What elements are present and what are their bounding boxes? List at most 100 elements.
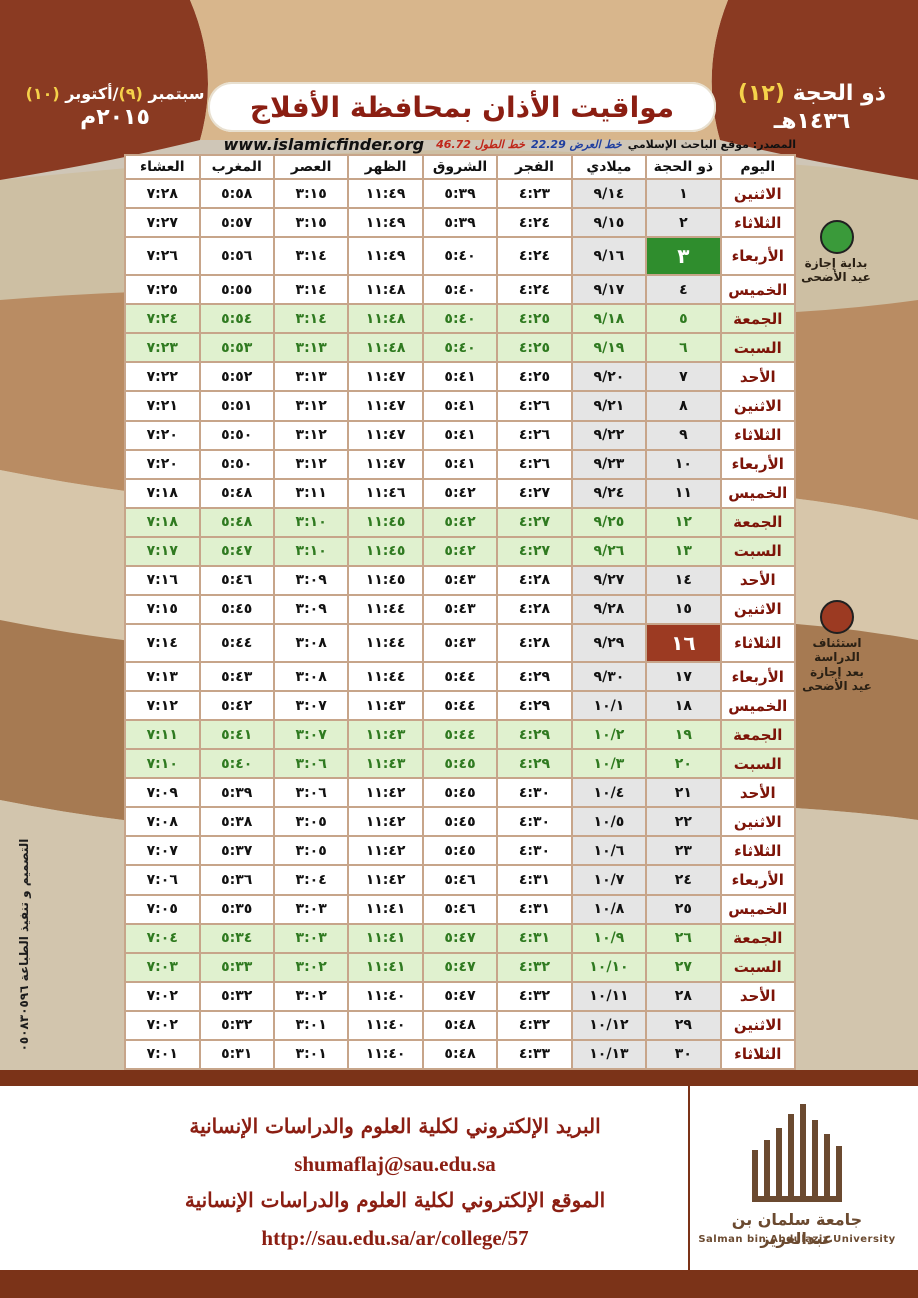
hijri-month: ذو الحجة (792, 81, 887, 106)
maghrib-cell: ٥:٥٠ (200, 450, 273, 478)
maghrib-cell: ٥:٣٣ (200, 953, 273, 981)
sunrise-cell: ٥:٤٢ (423, 508, 497, 536)
table-row: الثلاثاء ٢٣ ١٠/٦ ٤:٣٠ ٥:٤٥ ١١:٤٢ ٣:٠٥ ٥:٣٧ ٧:٠٧ (126, 837, 794, 865)
asr-cell: ٣:١٤ (274, 305, 348, 333)
hijri-day-cell: ١٠ (647, 450, 720, 478)
dhuhr-cell: ١١:٤٩ (349, 238, 422, 275)
day-cell: الثلاثاء (721, 209, 794, 237)
asr-cell: ٣:١٠ (274, 537, 348, 565)
maghrib-cell: ٥:٣٨ (200, 808, 273, 836)
website-url[interactable]: http://sau.edu.sa/ar/college/57 (261, 1226, 529, 1250)
asr-cell: ٣:١٣ (274, 334, 348, 362)
gregorian-date-cell: ١٠/٧ (572, 866, 646, 894)
column-header: الشروق (423, 156, 497, 178)
day-cell: الجمعة (721, 508, 794, 536)
dhuhr-cell: ١١:٤٢ (349, 866, 422, 894)
source-url[interactable]: www.islamicfinder.org (223, 134, 425, 154)
hijri-day-cell: ١٦ (647, 624, 720, 662)
email-label: البريد الإلكتروني لكلية العلوم والدراسات… (189, 1114, 601, 1138)
dhuhr-cell: ١١:٤٣ (349, 721, 422, 749)
column-header: العشاء (126, 156, 199, 178)
source-label: المصدر: موقع الباحث الإسلامي (627, 137, 796, 151)
fajr-cell: ٤:٢٨ (498, 595, 571, 623)
sunrise-cell: ٥:٤٠ (423, 305, 497, 333)
asr-cell: ٣:٠٦ (274, 750, 348, 778)
dhuhr-cell: ١١:٤٨ (349, 276, 422, 304)
maghrib-cell: ٥:٤٠ (200, 750, 273, 778)
maghrib-cell: ٥:٣٦ (200, 866, 273, 894)
table-row: السبت ١٣ ٩/٢٦ ٤:٢٧ ٥:٤٢ ١١:٤٥ ٣:١٠ ٥:٤٧ ٧:١٧ (126, 537, 794, 565)
sunrise-cell: ٥:٤٤ (423, 721, 497, 749)
table-row: الثلاثاء ٩ ٩/٢٢ ٤:٢٦ ٥:٤١ ١١:٤٧ ٣:١٢ ٥:٥٠ ٧:٢٠ (126, 421, 794, 449)
email-address[interactable]: shumaflaj@sau.edu.sa (294, 1152, 496, 1176)
title-banner: مواقيت الأذان بمحافظة الأفلاج (208, 82, 716, 132)
sunrise-cell: ٥:٤٥ (423, 750, 497, 778)
hijri-day-cell: ١٨ (647, 692, 720, 720)
day-cell: الاثنين (721, 808, 794, 836)
dhuhr-cell: ١١:٤١ (349, 924, 422, 952)
day-cell: الثلاثاء (721, 1040, 794, 1068)
sunrise-cell: ٥:٣٩ (423, 180, 497, 208)
dhuhr-cell: ١١:٤٩ (349, 209, 422, 237)
hijri-day-cell: ٢٩ (647, 1011, 720, 1039)
asr-cell: ٣:٠١ (274, 1011, 348, 1039)
fajr-cell: ٤:٢٩ (498, 692, 571, 720)
study-resume-marker-icon (820, 600, 854, 634)
asr-cell: ٣:٠٦ (274, 779, 348, 807)
fajr-cell: ٤:٢٥ (498, 305, 571, 333)
gregorian-date-cell: ٩/١٤ (572, 180, 646, 208)
dhuhr-cell: ١١:٤٣ (349, 692, 422, 720)
hijri-day-cell: ٢٨ (647, 982, 720, 1010)
column-header: الظهر (349, 156, 422, 178)
asr-cell: ٣:٠٩ (274, 595, 348, 623)
eid-start-marker-icon (820, 220, 854, 254)
sunrise-cell: ٥:٤٤ (423, 692, 497, 720)
isha-cell: ٧:٢٠ (126, 421, 199, 449)
maghrib-cell: ٥:٣٤ (200, 924, 273, 952)
column-header: ذو الحجة (647, 156, 720, 178)
isha-cell: ٧:١٢ (126, 692, 199, 720)
asr-cell: ٣:١٤ (274, 276, 348, 304)
table-row: الاثنين ٨ ٩/٢١ ٤:٢٦ ٥:٤١ ١١:٤٧ ٣:١٢ ٥:٥١ ٧:٢١ (126, 392, 794, 420)
asr-cell: ٣:٠٩ (274, 566, 348, 594)
maghrib-cell: ٥:٤٨ (200, 508, 273, 536)
table-row: الأحد ٢١ ١٠/٤ ٤:٣٠ ٥:٤٥ ١١:٤٢ ٣:٠٦ ٥:٣٩ ٧:٠٩ (126, 779, 794, 807)
day-cell: الأحد (721, 982, 794, 1010)
column-header: المغرب (200, 156, 273, 178)
asr-cell: ٣:١٣ (274, 363, 348, 391)
maghrib-cell: ٥:٥٨ (200, 180, 273, 208)
day-cell: الاثنين (721, 392, 794, 420)
table-row: الأربعاء ٣ ٩/١٦ ٤:٢٤ ٥:٤٠ ١١:٤٩ ٣:١٤ ٥:٥٦ ٧:٢٦ (126, 238, 794, 275)
sunrise-cell: ٥:٤٠ (423, 238, 497, 275)
hijri-day-cell: ١٧ (647, 663, 720, 691)
hijri-day-cell: ٥ (647, 305, 720, 333)
fajr-cell: ٤:٣٢ (498, 1011, 571, 1039)
maghrib-cell: ٥:٥٤ (200, 305, 273, 333)
asr-cell: ٣:٠٧ (274, 721, 348, 749)
column-header: العصر (274, 156, 348, 178)
dhuhr-cell: ١١:٤٥ (349, 537, 422, 565)
day-cell: الاثنين (721, 180, 794, 208)
table-row: الخميس ٢٥ ١٠/٨ ٤:٣١ ٥:٤٦ ١١:٤١ ٣:٠٣ ٥:٣٥ ٧:٠٥ (126, 895, 794, 923)
dhuhr-cell: ١١:٤٥ (349, 566, 422, 594)
gregorian-date-cell: ١٠/٢ (572, 721, 646, 749)
gregorian-date-cell: ٩/١٧ (572, 276, 646, 304)
gregorian-date: سبتمبر (٩)/أكتوبر (١٠) ٢٠١٥م (20, 84, 210, 132)
sunrise-cell: ٥:٤٥ (423, 837, 497, 865)
greg-month-2: /أكتوبر (65, 84, 119, 103)
isha-cell: ٧:١٤ (126, 624, 199, 662)
fajr-cell: ٤:٣١ (498, 924, 571, 952)
gregorian-date-cell: ١٠/٣ (572, 750, 646, 778)
website-label: الموقع الإلكتروني لكلية العلوم والدراسات… (184, 1188, 606, 1212)
gregorian-date-cell: ١٠/٦ (572, 837, 646, 865)
dhuhr-cell: ١١:٤٩ (349, 180, 422, 208)
maghrib-cell: ٥:٥٥ (200, 276, 273, 304)
table-row: الجمعة ١٩ ١٠/٢ ٤:٢٩ ٥:٤٤ ١١:٤٣ ٣:٠٧ ٥:٤١ ٧:١١ (126, 721, 794, 749)
gregorian-date-cell: ١٠/١٠ (572, 953, 646, 981)
dhuhr-cell: ١١:٤٥ (349, 508, 422, 536)
day-cell: الخميس (721, 692, 794, 720)
fajr-cell: ٤:٢٤ (498, 276, 571, 304)
maghrib-cell: ٥:٣٧ (200, 837, 273, 865)
hijri-day-cell: ١٤ (647, 566, 720, 594)
sunrise-cell: ٥:٤١ (423, 363, 497, 391)
